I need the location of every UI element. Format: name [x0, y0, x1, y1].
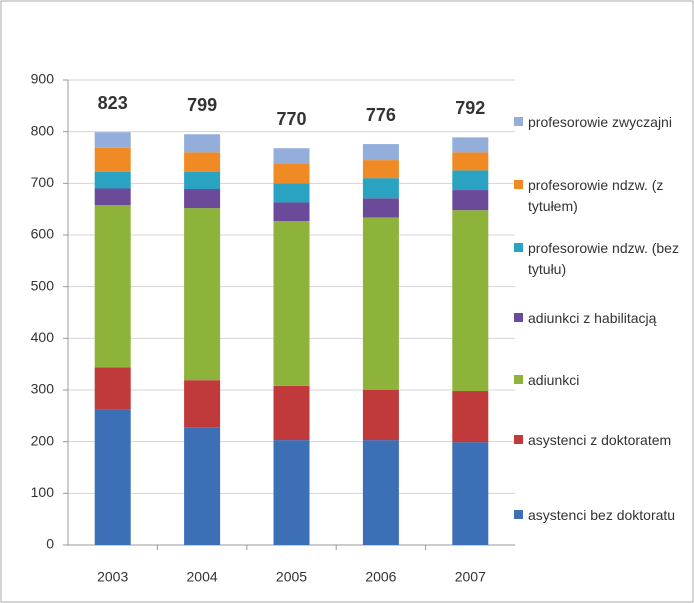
y-tick-label: 800	[31, 122, 55, 138]
bar-segment	[273, 221, 310, 386]
bar-segment	[362, 440, 399, 545]
bar-segment	[184, 208, 221, 381]
y-tick-label: 600	[31, 226, 55, 242]
x-tick-label: 2003	[97, 569, 128, 585]
legend-entry: asystenci bez doktoratu	[514, 505, 690, 526]
y-tick-label: 0	[46, 536, 54, 552]
bar-segment	[362, 198, 399, 218]
legend-entry: adiunkci	[514, 370, 690, 391]
x-tick-label: 2004	[187, 569, 218, 585]
legend-swatch	[514, 180, 523, 189]
bar-segment	[452, 152, 489, 171]
bar-segment	[184, 189, 221, 209]
legend-swatch	[514, 243, 523, 252]
bar-segment	[94, 205, 131, 368]
total-label: 792	[455, 98, 485, 118]
bar-segment	[452, 391, 489, 443]
bar-segment	[273, 202, 310, 222]
bar-segment	[273, 163, 310, 184]
y-tick-label: 500	[31, 277, 55, 293]
legend-swatch	[514, 510, 523, 519]
legend-entry: asystenci z doktoratem	[514, 430, 690, 451]
y-tick-label: 300	[31, 381, 55, 397]
total-label: 799	[187, 95, 217, 115]
total-label: 770	[276, 109, 306, 129]
x-tick-label: 2005	[276, 569, 307, 585]
legend-swatch	[514, 117, 523, 126]
bar-segment	[362, 217, 399, 390]
bar-segment	[184, 427, 221, 545]
x-tick-label: 2006	[365, 569, 396, 585]
bar-segment	[362, 178, 399, 199]
y-tick-label: 900	[31, 71, 55, 87]
x-tick-label: 2007	[455, 569, 486, 585]
bar-segment	[273, 385, 310, 441]
legend-swatch	[514, 375, 523, 384]
total-label: 776	[366, 105, 396, 125]
legend-swatch	[514, 435, 523, 444]
bar-segment	[273, 148, 310, 164]
bar-segment	[94, 147, 131, 172]
bar-segment	[273, 183, 310, 203]
bar-segment	[94, 132, 131, 148]
bar-segment	[452, 442, 489, 545]
y-tick-label: 100	[31, 484, 55, 500]
bar-segment	[184, 152, 221, 172]
y-tick-label: 200	[31, 432, 55, 448]
legend-entry: profesorowie ndzw. (z tytułem)	[514, 175, 690, 217]
bar-segment	[94, 367, 131, 410]
legend-entry: profesorowie ndzw. (bez tytułu)	[514, 238, 690, 280]
bar-segment	[94, 409, 131, 545]
bar-segment	[452, 170, 489, 191]
bar-segment	[184, 380, 221, 428]
bar-segment	[452, 190, 489, 211]
bar-segment	[273, 440, 310, 545]
bar-segment	[184, 134, 221, 153]
bar-segment	[94, 171, 131, 189]
legend-entry: adiunkci z habilitacją	[514, 308, 690, 329]
bar-segment	[452, 137, 489, 153]
bar-segment	[452, 210, 489, 392]
bar-segment	[184, 171, 221, 190]
legend-entry: profesorowie zwyczajni	[514, 112, 690, 133]
bar-segment	[362, 160, 399, 179]
total-label: 823	[98, 93, 128, 113]
y-tick-label: 700	[31, 174, 55, 190]
y-tick-label: 400	[31, 329, 55, 345]
bar-segment	[362, 390, 399, 441]
bar-segment	[362, 144, 399, 161]
legend-swatch	[514, 313, 523, 322]
bar-segment	[94, 188, 131, 206]
